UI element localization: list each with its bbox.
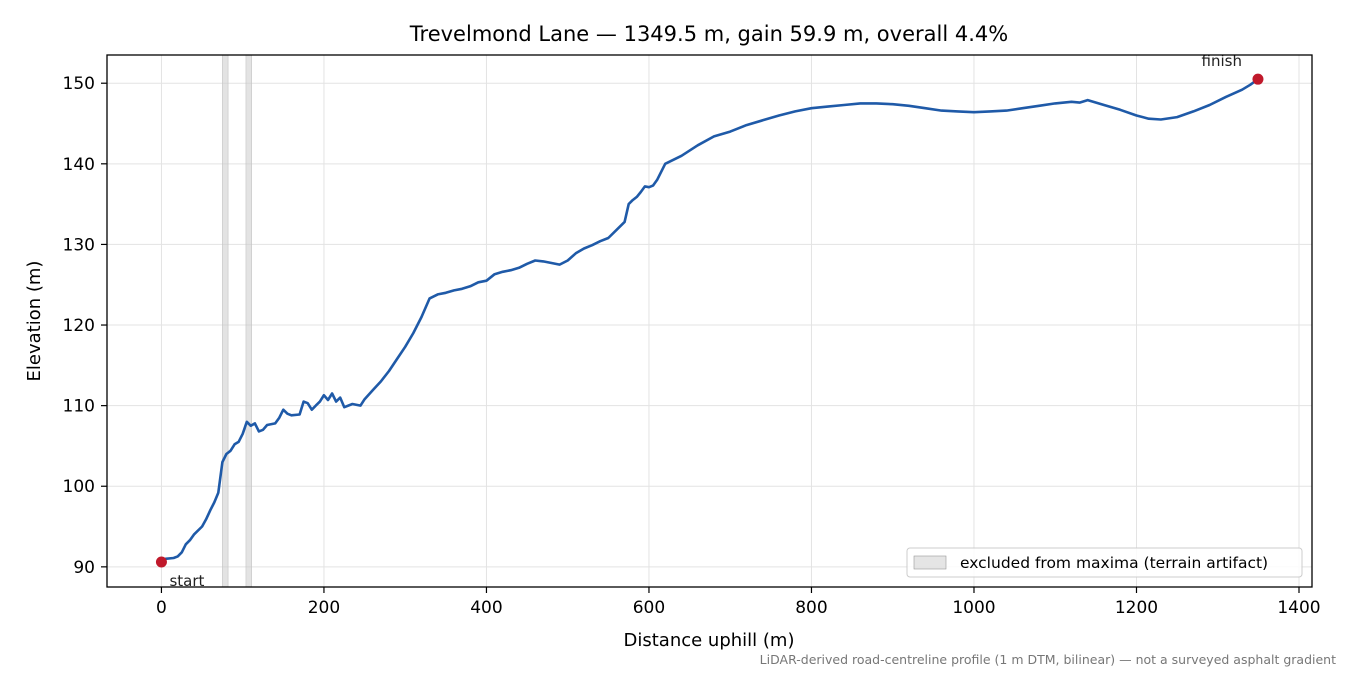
x-axis-ticks: 0 200 400 600 800 1000 1200 1400: [156, 587, 1321, 618]
y-axis-label: Elevation (m): [24, 261, 45, 382]
y-tick-label: 100: [63, 477, 95, 497]
marker-finish: [1252, 73, 1264, 85]
x-tick-label: 1200: [1115, 598, 1158, 618]
x-tick-label: 1000: [952, 598, 995, 618]
y-axis-ticks: 90 100 110 120 130 140 150: [63, 74, 107, 578]
marker-start: [155, 556, 167, 568]
legend: excluded from maxima (terrain artifact): [906, 547, 1303, 578]
legend-label-excluded: excluded from maxima (terrain artifact): [960, 554, 1268, 572]
legend-frame: [906, 547, 1303, 578]
x-tick-label: 0: [156, 598, 167, 618]
chart-title: Trevelmond Lane — 1349.5 m, gain 59.9 m,…: [409, 22, 1008, 46]
y-tick-label: 90: [73, 558, 95, 578]
y-tick-label: 150: [63, 74, 95, 94]
plot-frame: [106, 54, 1313, 588]
excluded-bands: [222, 54, 252, 588]
x-axis-label: Distance uphill (m): [624, 630, 795, 651]
annotation-start: start: [169, 572, 204, 590]
x-tick-label: 1400: [1277, 598, 1320, 618]
annotation-finish: finish: [1202, 52, 1242, 70]
x-tick-label: 600: [633, 598, 665, 618]
endpoint-markers: start finish: [155, 52, 1264, 590]
legend-swatch-excluded: [913, 555, 947, 570]
excluded-band: [245, 54, 252, 588]
grid-lines: [107, 55, 1312, 587]
x-tick-label: 200: [308, 598, 340, 618]
excluded-band: [222, 54, 229, 588]
data-source-note: LiDAR-derived road-centreline profile (1…: [759, 652, 1336, 667]
y-tick-label: 140: [63, 155, 95, 175]
x-tick-label: 400: [470, 598, 502, 618]
x-tick-label: 800: [795, 598, 827, 618]
y-tick-label: 120: [63, 316, 95, 336]
y-tick-label: 130: [63, 235, 95, 255]
y-tick-label: 110: [63, 397, 95, 417]
series-line-elevation: [160, 78, 1259, 564]
